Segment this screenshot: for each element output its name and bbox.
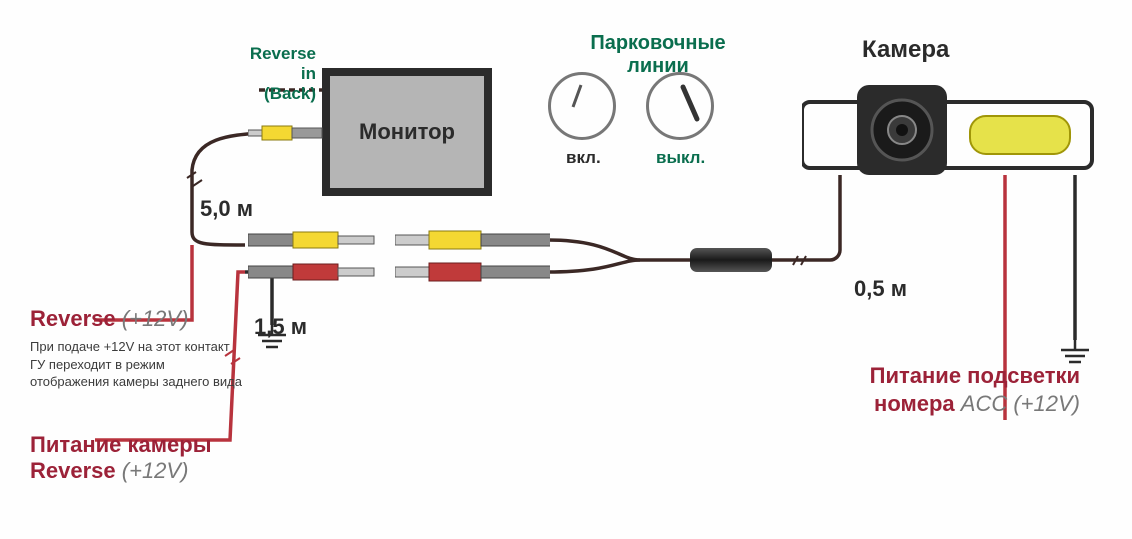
ground-symbol-right [1061,340,1089,362]
reverse-12v-label: Reverse (+12V) [30,306,188,332]
off-label: выкл. [656,148,705,168]
parking-lines-label: Парковочныелинии [558,32,758,78]
inline-junction [690,248,772,272]
harness-right2 [548,260,640,272]
camera-module [802,80,1102,195]
rca-yellow-left-male [248,228,380,257]
footnote-block: При подаче +12V на этот контакт ГУ перех… [30,338,290,391]
rca-red-left-male [248,260,380,289]
rca-video-in-plug [248,123,325,148]
camera-title-label: Камера [862,36,949,64]
dist-15m-label: 1,5 м [254,314,307,340]
monitor-block: Монитор [322,68,492,196]
camera-power-label: Питание камеры Reverse (+12V) [30,432,212,485]
license-light-label: Питание подсветки номера ACC (+12V) [780,362,1080,417]
harness-right [548,240,690,260]
parking-dial-on [548,72,616,140]
cable-break-5m [187,172,202,186]
on-label: вкл. [566,148,601,168]
rca-red-right-female [395,260,550,289]
reverse-in-label: Reverse in(Back) [236,44,316,104]
parking-dial-off [646,72,714,140]
dist-05m-label: 0,5 м [854,276,907,302]
monitor-label: Монитор [359,119,455,145]
rca-yellow-right-female [395,228,550,257]
dist-5m-label: 5,0 м [200,196,253,222]
